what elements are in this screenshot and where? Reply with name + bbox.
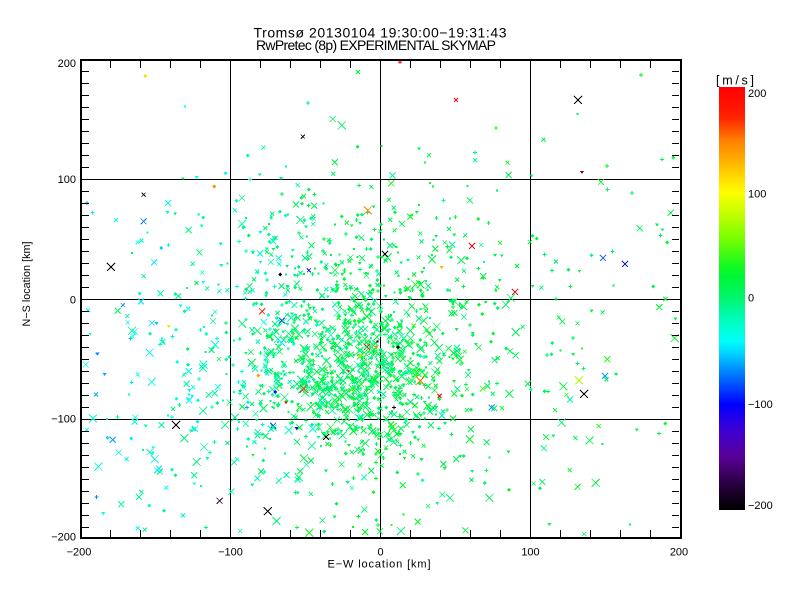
svg-text:100: 100 bbox=[521, 547, 539, 559]
svg-text:−200: −200 bbox=[748, 500, 773, 512]
svg-text:−100: −100 bbox=[218, 547, 243, 559]
svg-text:100: 100 bbox=[58, 174, 76, 186]
svg-text:E−W location [km]: E−W location [km] bbox=[328, 559, 431, 571]
svg-text:0: 0 bbox=[70, 294, 76, 306]
svg-text:−100: −100 bbox=[748, 399, 773, 411]
svg-text:0: 0 bbox=[377, 547, 383, 559]
svg-text:200: 200 bbox=[670, 547, 688, 559]
svg-text:RwPretec (8p) EXPERIMENTAL SKY: RwPretec (8p) EXPERIMENTAL SKYMAP bbox=[256, 37, 496, 53]
svg-text:200: 200 bbox=[748, 88, 766, 100]
svg-text:100: 100 bbox=[748, 189, 766, 201]
svg-text:[m/s]: [m/s] bbox=[716, 74, 754, 88]
svg-text:Tromsø 20130104 19:30:00−19:31: Tromsø 20130104 19:30:00−19:31:43 bbox=[254, 25, 507, 41]
svg-text:−200: −200 bbox=[51, 532, 76, 544]
svg-text:0: 0 bbox=[748, 292, 754, 304]
svg-text:−100: −100 bbox=[51, 414, 76, 426]
svg-text:N−S location [km]: N−S location [km] bbox=[21, 242, 33, 327]
svg-text:−200: −200 bbox=[67, 547, 92, 559]
svg-text:200: 200 bbox=[58, 58, 76, 70]
